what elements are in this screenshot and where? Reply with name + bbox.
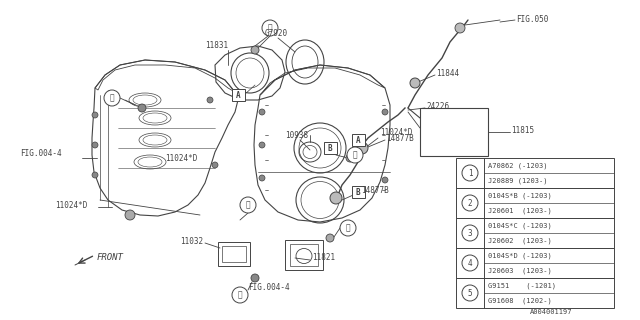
Bar <box>351 186 365 198</box>
Circle shape <box>125 210 135 220</box>
Bar <box>456 248 614 278</box>
Text: 11844: 11844 <box>436 68 459 77</box>
Text: J20602  (1203-): J20602 (1203-) <box>488 237 552 244</box>
Text: 11024*D: 11024*D <box>165 154 197 163</box>
Text: ③: ③ <box>353 150 357 159</box>
Text: A70862 (-1203): A70862 (-1203) <box>488 162 547 169</box>
Circle shape <box>326 234 334 242</box>
Circle shape <box>462 285 478 301</box>
Circle shape <box>462 255 478 271</box>
Text: ④: ④ <box>346 223 350 233</box>
Circle shape <box>104 90 120 106</box>
Circle shape <box>455 23 465 33</box>
Text: ②: ② <box>237 291 243 300</box>
Text: FIG.004-4: FIG.004-4 <box>248 284 290 292</box>
Text: A: A <box>356 135 360 145</box>
Circle shape <box>259 109 265 115</box>
Text: 11815: 11815 <box>511 125 534 134</box>
Text: 1: 1 <box>468 169 472 178</box>
Text: ①: ① <box>109 93 115 102</box>
Text: 11032: 11032 <box>180 236 203 245</box>
Text: FRONT: FRONT <box>97 252 124 261</box>
Circle shape <box>251 274 259 282</box>
Bar <box>456 188 614 218</box>
Text: 14877B: 14877B <box>386 133 413 142</box>
Text: A004001197: A004001197 <box>530 309 573 315</box>
Text: 11831: 11831 <box>205 41 228 50</box>
Circle shape <box>410 78 420 88</box>
Text: 10938: 10938 <box>285 131 308 140</box>
Text: 2: 2 <box>468 198 472 207</box>
Circle shape <box>340 220 356 236</box>
Circle shape <box>462 195 478 211</box>
Text: 0104S*B (-1203): 0104S*B (-1203) <box>488 192 552 199</box>
Text: J20889 (1203-): J20889 (1203-) <box>488 177 547 184</box>
Circle shape <box>462 165 478 181</box>
Circle shape <box>356 142 368 154</box>
Bar <box>420 108 488 156</box>
Text: 11024*D: 11024*D <box>380 127 412 137</box>
Text: FIG.050: FIG.050 <box>516 14 548 23</box>
Text: ⑤: ⑤ <box>246 201 250 210</box>
Text: 11821: 11821 <box>312 253 335 262</box>
Circle shape <box>207 97 213 103</box>
Bar <box>222 246 246 262</box>
Circle shape <box>346 154 354 162</box>
Circle shape <box>92 172 98 178</box>
Bar <box>456 278 614 308</box>
Text: FIG.004-4: FIG.004-4 <box>20 148 61 157</box>
Bar <box>285 240 323 270</box>
Circle shape <box>92 142 98 148</box>
Text: J20601  (1203-): J20601 (1203-) <box>488 207 552 214</box>
Bar <box>218 242 250 266</box>
Circle shape <box>251 46 259 54</box>
Bar <box>351 134 365 146</box>
Circle shape <box>347 147 363 163</box>
Text: A: A <box>236 91 240 100</box>
Circle shape <box>212 162 218 168</box>
Circle shape <box>232 287 248 303</box>
Text: G91608  (1202-): G91608 (1202-) <box>488 297 556 304</box>
Bar <box>456 218 614 248</box>
Bar <box>232 89 244 101</box>
Text: 4: 4 <box>468 259 472 268</box>
Bar <box>456 158 614 188</box>
Circle shape <box>330 192 342 204</box>
Text: 0104S*C (-1203): 0104S*C (-1203) <box>488 222 552 229</box>
Circle shape <box>240 197 256 213</box>
Bar <box>323 142 337 154</box>
Text: G7920: G7920 <box>265 28 288 37</box>
Circle shape <box>262 20 278 36</box>
Text: B: B <box>356 188 360 196</box>
Circle shape <box>138 104 146 112</box>
Circle shape <box>382 109 388 115</box>
Circle shape <box>462 225 478 241</box>
Text: J20603  (1203-): J20603 (1203-) <box>488 267 552 274</box>
Circle shape <box>259 142 265 148</box>
Text: 11024*D: 11024*D <box>55 201 88 210</box>
Text: 14877B: 14877B <box>361 186 388 195</box>
Text: 3: 3 <box>468 228 472 237</box>
Bar <box>290 244 318 266</box>
Text: 5: 5 <box>468 289 472 298</box>
Circle shape <box>92 112 98 118</box>
Text: G9151    (-1201): G9151 (-1201) <box>488 282 556 289</box>
Text: ②: ② <box>268 23 272 33</box>
Text: B: B <box>328 143 332 153</box>
Circle shape <box>259 175 265 181</box>
Text: 0104S*D (-1203): 0104S*D (-1203) <box>488 252 552 259</box>
Circle shape <box>382 177 388 183</box>
Text: 24226: 24226 <box>426 101 449 110</box>
